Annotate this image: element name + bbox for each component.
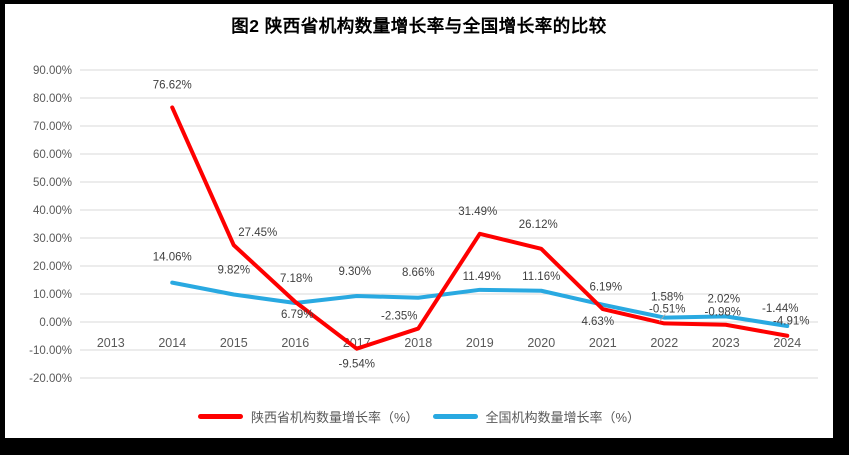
svg-text:9.82%: 9.82% [217, 265, 250, 277]
svg-text:2014: 2014 [158, 336, 186, 350]
svg-text:11.16%: 11.16% [522, 271, 560, 283]
svg-text:70.00%: 70.00% [33, 121, 72, 133]
svg-text:10.00%: 10.00% [33, 289, 72, 301]
svg-text:14.06%: 14.06% [153, 252, 192, 264]
svg-text:8.66%: 8.66% [402, 267, 435, 279]
svg-text:0.00%: 0.00% [39, 317, 72, 329]
svg-text:2013: 2013 [97, 336, 125, 350]
svg-text:26.12%: 26.12% [519, 219, 558, 231]
legend: 陕西省机构数量增长率（%） 全国机构数量增长率（%） [5, 407, 833, 426]
svg-text:2020: 2020 [527, 336, 555, 350]
svg-text:9.30%: 9.30% [338, 266, 371, 278]
svg-text:2016: 2016 [281, 336, 309, 350]
svg-text:2015: 2015 [220, 336, 248, 350]
svg-text:6.19%: 6.19% [589, 282, 622, 294]
legend-label-shaanxi: 陕西省机构数量增长率（%） [250, 410, 419, 425]
national-line-swatch [432, 414, 478, 419]
line-chart: 90.00% 80.00% 70.00% 60.00% 50.00% 40.00% 30.0… [29, 65, 818, 385]
svg-text:11.49%: 11.49% [463, 271, 501, 283]
svg-text:2023: 2023 [712, 336, 740, 350]
legend-label-national: 全国机构数量增长率（%） [485, 410, 641, 425]
svg-text:-0.98%: -0.98% [705, 307, 741, 319]
svg-text:2021: 2021 [589, 336, 617, 350]
national-series-line [170, 280, 790, 329]
chart-title: 图2 陕西省机构数量增长率与全国增长率的比较 [231, 16, 607, 36]
svg-text:2024: 2024 [773, 336, 801, 350]
svg-text:2022: 2022 [650, 336, 678, 350]
legend-item-shaanxi: 陕西省机构数量增长率（%） [197, 407, 419, 426]
svg-text:30.00%: 30.00% [33, 233, 72, 245]
svg-text:-1.44%: -1.44% [762, 303, 798, 315]
svg-text:40.00%: 40.00% [33, 205, 72, 217]
svg-text:31.49%: 31.49% [458, 206, 497, 218]
legend-item-national: 全国机构数量增长率（%） [432, 407, 641, 426]
svg-text:-4.91%: -4.91% [773, 316, 809, 328]
svg-text:27.45%: 27.45% [238, 227, 277, 239]
callout-lines [658, 314, 666, 322]
svg-text:2018: 2018 [404, 336, 432, 350]
gridlines [80, 69, 818, 379]
chart-canvas: 图2 陕西省机构数量增长率与全国增长率的比较 90.00% 80.00% 70.00… [5, 4, 833, 438]
svg-text:7.18%: 7.18% [280, 273, 313, 285]
svg-text:4.63%: 4.63% [581, 316, 614, 328]
svg-text:50.00%: 50.00% [33, 177, 72, 189]
svg-text:-0.51%: -0.51% [649, 303, 685, 315]
svg-text:-2.35%: -2.35% [381, 311, 417, 323]
svg-text:-20.00%: -20.00% [29, 373, 72, 385]
svg-text:-9.54%: -9.54% [339, 359, 375, 371]
svg-text:-10.00%: -10.00% [29, 345, 72, 357]
national-data-labels: 14.06% 9.82% 6.79% 9.30% 8.66% 11.49% 11.16% 6.… [153, 252, 799, 321]
y-axis-labels: 90.00% 80.00% 70.00% 60.00% 50.00% 40.00% 30.0… [29, 65, 72, 385]
svg-text:6.79%: 6.79% [281, 309, 314, 321]
svg-text:80.00%: 80.00% [33, 93, 72, 105]
shaanxi-series-line [170, 105, 790, 351]
svg-text:90.00%: 90.00% [33, 65, 72, 77]
svg-text:1.58%: 1.58% [651, 292, 684, 304]
svg-text:60.00%: 60.00% [33, 149, 72, 161]
svg-text:76.62%: 76.62% [153, 79, 192, 91]
shaanxi-data-labels: 76.62% 27.45% 7.18% -9.54% -2.35% 31.49% 26.12… [153, 79, 810, 370]
svg-text:2019: 2019 [466, 336, 494, 350]
svg-text:2.02%: 2.02% [707, 293, 740, 305]
svg-text:20.00%: 20.00% [33, 261, 72, 273]
x-axis-labels: 2013 2014 2015 2016 2017 2018 2019 2020 2021 2022… [97, 336, 801, 350]
shaanxi-line-swatch [197, 414, 243, 419]
